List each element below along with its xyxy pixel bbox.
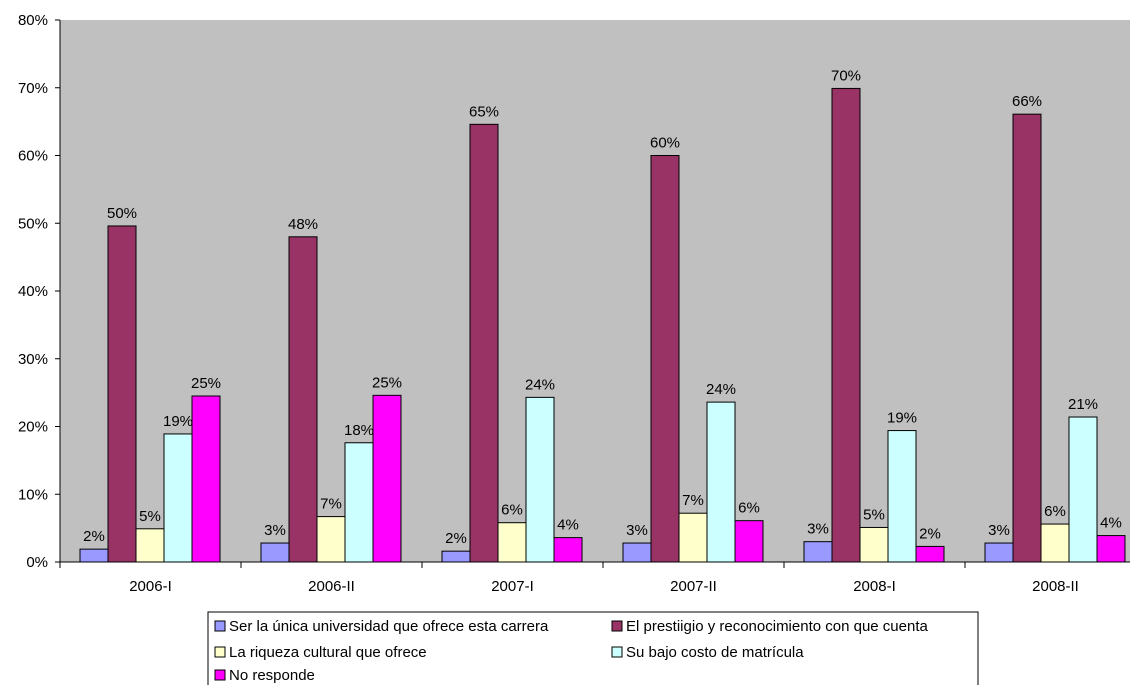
legend-swatch xyxy=(214,620,226,632)
data-labels-layer: 2% 50% 5% 19% 25% 3% 48% 7% 18% 25% 2% 65% 6% 24% 4% 3%… xyxy=(83,67,1122,547)
data-label: 2% xyxy=(83,528,105,545)
data-label: 2% xyxy=(445,530,467,547)
legend-swatch xyxy=(611,646,623,658)
y-tick-label: 20% xyxy=(18,419,48,436)
bar xyxy=(622,542,652,563)
legend-box xyxy=(207,611,979,688)
data-label: 7% xyxy=(320,496,342,513)
legend: Ser la única universidad que ofrece esta… xyxy=(207,611,979,688)
data-label: 48% xyxy=(288,216,318,233)
bar xyxy=(984,542,1014,563)
data-label: 7% xyxy=(682,492,704,509)
bar xyxy=(497,522,527,563)
data-label: 24% xyxy=(706,381,736,398)
legend-label: Su bajo costo de matrícula xyxy=(626,644,804,661)
bars-layer xyxy=(79,87,1126,563)
data-label: 25% xyxy=(191,375,221,392)
bar xyxy=(831,87,861,563)
y-tick-label: 0% xyxy=(26,554,48,571)
bar xyxy=(344,442,374,563)
data-label: 6% xyxy=(1044,503,1066,520)
bar xyxy=(525,396,555,563)
bar xyxy=(135,528,165,563)
x-tick-label: 2008-I xyxy=(853,578,896,595)
axes-layer: 0% 10% 20% 30% 40% 50% 60% 70% 80% 2006-I 2006-II 2… xyxy=(18,12,1130,595)
bar xyxy=(915,545,945,563)
bar xyxy=(163,433,193,563)
data-label: 4% xyxy=(1100,515,1122,532)
plot-area xyxy=(60,20,1130,562)
y-tick-label: 10% xyxy=(18,486,48,503)
data-label: 21% xyxy=(1068,396,1098,413)
bar xyxy=(859,526,889,563)
data-label: 3% xyxy=(807,521,829,538)
bar xyxy=(678,512,708,563)
legend-label: Ser la única universidad que ofrece esta… xyxy=(229,618,549,635)
y-tick-label: 50% xyxy=(18,215,48,232)
bar xyxy=(79,548,109,563)
data-label: 19% xyxy=(887,410,917,427)
legend-label: El prestiigio y reconocimiento con que c… xyxy=(626,618,928,635)
bar xyxy=(441,550,471,563)
bar xyxy=(1096,535,1126,563)
data-label: 3% xyxy=(264,522,286,539)
bar xyxy=(288,236,318,563)
data-label: 4% xyxy=(557,517,579,534)
data-label: 6% xyxy=(738,500,760,517)
bar xyxy=(316,516,346,563)
bar xyxy=(553,537,583,563)
bar xyxy=(191,395,221,563)
bar xyxy=(1040,523,1070,563)
legend-swatch xyxy=(214,669,226,681)
data-label: 66% xyxy=(1012,93,1042,110)
bar xyxy=(1012,113,1042,563)
data-label: 2% xyxy=(919,525,941,542)
bar xyxy=(469,123,499,563)
data-label: 6% xyxy=(501,502,523,519)
y-tick-label: 70% xyxy=(18,80,48,97)
bar xyxy=(803,541,833,563)
data-label: 3% xyxy=(988,522,1010,539)
data-label: 24% xyxy=(525,376,555,393)
bar xyxy=(260,542,290,563)
legend-label: No responde xyxy=(229,667,315,684)
data-label: 18% xyxy=(344,422,374,439)
x-tick-label: 2008-II xyxy=(1032,578,1079,595)
x-tick-label: 2006-I xyxy=(129,578,172,595)
x-tick-label: 2006-II xyxy=(308,578,355,595)
data-label: 25% xyxy=(372,374,402,391)
x-tick-label: 2007-I xyxy=(491,578,534,595)
y-tick-label: 30% xyxy=(18,351,48,368)
bar xyxy=(887,430,917,563)
data-label: 70% xyxy=(831,67,861,84)
data-label: 50% xyxy=(107,205,137,222)
data-label: 60% xyxy=(650,135,680,152)
y-tick-label: 80% xyxy=(18,12,48,29)
y-tick-label: 40% xyxy=(18,283,48,300)
bar xyxy=(1068,416,1098,563)
legend-label: La riqueza cultural que ofrece xyxy=(229,644,427,661)
bar xyxy=(734,520,764,563)
legend-swatch xyxy=(214,646,226,658)
data-label: 3% xyxy=(626,522,648,539)
y-tick-label: 60% xyxy=(18,148,48,165)
data-label: 19% xyxy=(163,413,193,430)
x-tick-label: 2007-II xyxy=(670,578,717,595)
data-label: 5% xyxy=(863,506,885,523)
bar xyxy=(372,394,402,563)
bar xyxy=(107,225,137,563)
data-label: 5% xyxy=(139,508,161,525)
data-label: 65% xyxy=(469,103,499,120)
legend-swatch xyxy=(611,620,623,632)
bar xyxy=(706,401,736,563)
bar xyxy=(650,155,680,563)
